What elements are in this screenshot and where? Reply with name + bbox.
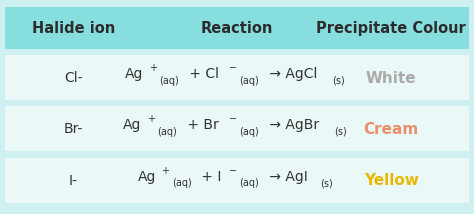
Text: Precipitate Colour: Precipitate Colour	[316, 21, 466, 36]
Text: Reaction: Reaction	[201, 21, 273, 36]
Text: (aq): (aq)	[239, 127, 259, 137]
Text: (s): (s)	[320, 178, 333, 188]
Text: −: −	[228, 63, 237, 73]
Text: Ag: Ag	[138, 170, 156, 184]
Text: (aq): (aq)	[172, 178, 191, 188]
Text: (aq): (aq)	[239, 76, 259, 86]
Text: Br-: Br-	[64, 122, 83, 137]
Text: → AgI: → AgI	[264, 170, 308, 184]
Text: + Cl: + Cl	[185, 67, 219, 81]
FancyBboxPatch shape	[5, 106, 469, 152]
Text: → AgBr: → AgBr	[264, 119, 319, 132]
Text: (aq): (aq)	[239, 178, 259, 188]
Text: Cream: Cream	[364, 122, 419, 137]
Text: (s): (s)	[335, 127, 347, 137]
Text: −: −	[228, 114, 237, 124]
Text: +: +	[147, 114, 155, 124]
Text: Cl-: Cl-	[64, 71, 83, 85]
FancyBboxPatch shape	[5, 158, 469, 203]
Text: Halide ion: Halide ion	[32, 21, 115, 36]
Text: +: +	[149, 63, 157, 73]
FancyBboxPatch shape	[5, 7, 469, 49]
Text: (aq): (aq)	[157, 127, 177, 137]
Text: I-: I-	[69, 174, 78, 188]
Text: Ag: Ag	[123, 119, 141, 132]
Text: (s): (s)	[332, 76, 345, 86]
Text: + Br: + Br	[182, 119, 219, 132]
Text: (aq): (aq)	[159, 76, 179, 86]
Text: Ag: Ag	[125, 67, 144, 81]
Text: +: +	[162, 166, 169, 176]
Text: + I: + I	[197, 170, 222, 184]
Text: Yellow: Yellow	[364, 173, 419, 188]
Text: → AgCl: → AgCl	[264, 67, 317, 81]
Text: −: −	[228, 166, 237, 176]
Text: White: White	[366, 71, 416, 86]
FancyBboxPatch shape	[5, 55, 469, 100]
